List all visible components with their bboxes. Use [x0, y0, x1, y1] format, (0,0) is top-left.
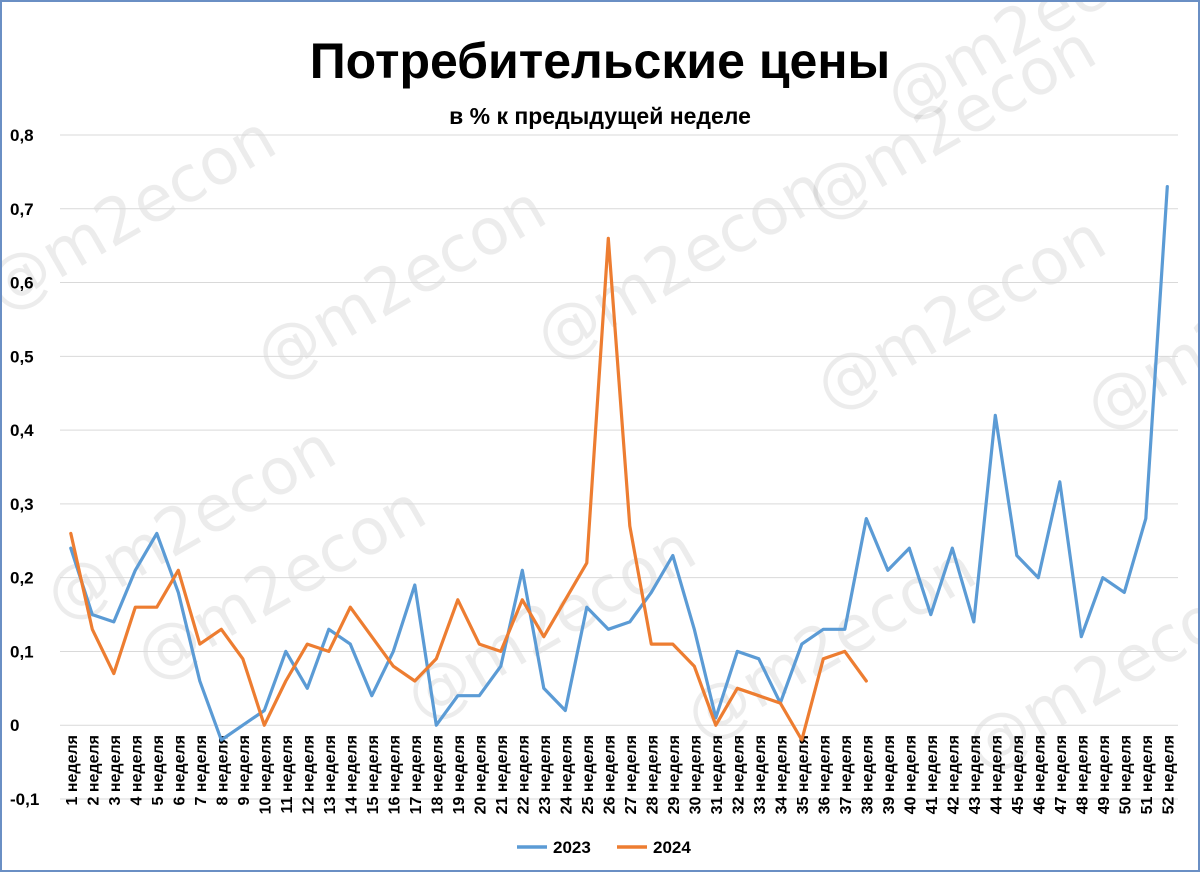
- x-tick-label: 41 неделя: [924, 735, 941, 814]
- x-tick-label: 33 неделя: [752, 735, 769, 814]
- x-tick-label: 52 неделя: [1160, 735, 1177, 814]
- x-tick-label: 1 неделя: [64, 735, 81, 805]
- y-tick-label: 0,7: [10, 200, 34, 219]
- series-line-2023: [69, 185, 1169, 742]
- x-tick-label: 21 неделя: [494, 735, 511, 814]
- watermark-text: @m2econ: [523, 151, 838, 376]
- x-tick-label: 20 неделя: [472, 735, 489, 814]
- x-tick-label: 23 неделя: [537, 735, 554, 814]
- x-tick-label: 47 неделя: [1053, 735, 1070, 814]
- x-tick-label: 8 неделя: [214, 735, 231, 805]
- x-tick-label: 49 неделя: [1096, 735, 1113, 814]
- x-tick-label: 3 неделя: [107, 735, 124, 805]
- y-tick-label: 0,1: [10, 642, 34, 661]
- x-axis-ticks: 1 неделя 2 неделя 3 неделя 4 неделя 5 неделя…: [64, 735, 1178, 814]
- x-tick-label: 2 неделя: [85, 735, 102, 805]
- x-tick-label: 31 неделя: [709, 735, 726, 814]
- x-tick-label: 39 неделя: [881, 735, 898, 814]
- y-tick-label: 0,8: [10, 126, 34, 145]
- x-tick-label: 5 неделя: [150, 735, 167, 805]
- x-tick-label: 19 неделя: [451, 735, 468, 814]
- legend-label-2024: 2024: [653, 838, 691, 857]
- x-tick-label: 43 неделя: [967, 735, 984, 814]
- legend: 2023 2024: [517, 838, 691, 857]
- x-tick-label: 45 неделя: [1010, 735, 1027, 814]
- x-tick-label: 40 неделя: [902, 735, 919, 814]
- gridlines: [60, 134, 1178, 800]
- y-tick-label: 0,6: [10, 274, 34, 293]
- x-tick-label: 44 неделя: [988, 735, 1005, 814]
- x-tick-label: 48 неделя: [1074, 735, 1091, 814]
- x-tick-label: 10 неделя: [257, 735, 274, 814]
- watermark-text: @m2econ: [673, 531, 988, 756]
- x-tick-label: 42 неделя: [945, 735, 962, 814]
- x-tick-label: 27 неделя: [623, 735, 640, 814]
- y-tick-label: -0,1: [10, 790, 39, 809]
- x-tick-label: 4 неделя: [128, 735, 145, 805]
- x-tick-label: 12 неделя: [300, 735, 317, 814]
- x-tick-label: 6 неделя: [171, 735, 188, 805]
- x-tick-label: 25 неделя: [580, 735, 597, 814]
- legend-label-2023: 2023: [553, 838, 591, 857]
- chart-title: Потребительские цены: [310, 33, 891, 89]
- x-tick-label: 16 неделя: [386, 735, 403, 814]
- series-lines: [69, 185, 1169, 742]
- x-tick-label: 15 неделя: [365, 735, 382, 814]
- y-tick-label: 0,2: [10, 569, 34, 588]
- x-tick-label: 37 неделя: [838, 735, 855, 814]
- x-tick-label: 22 неделя: [515, 735, 532, 814]
- x-tick-label: 34 неделя: [773, 735, 790, 814]
- x-tick-label: 29 неделя: [666, 735, 683, 814]
- y-tick-label: 0,3: [10, 495, 34, 514]
- x-tick-label: 30 неделя: [687, 735, 704, 814]
- y-tick-label: 0,4: [10, 421, 34, 440]
- x-tick-label: 38 неделя: [859, 735, 876, 814]
- series-line-2024: [69, 236, 868, 742]
- y-tick-label: 0: [10, 716, 19, 735]
- x-tick-label: 50 неделя: [1117, 735, 1134, 814]
- x-tick-label: 32 неделя: [730, 735, 747, 814]
- y-axis-ticks: -0,1 0 0,1 0,2 0,3 0,4 0,5 0,6 0,7 0,8: [10, 126, 39, 809]
- x-tick-label: 28 неделя: [644, 735, 661, 814]
- x-tick-label: 35 неделя: [795, 735, 812, 814]
- x-tick-label: 11 неделя: [279, 735, 296, 813]
- watermark-text: @m2econ: [803, 201, 1118, 426]
- x-tick-label: 7 неделя: [193, 735, 210, 805]
- x-tick-label: 9 неделя: [236, 735, 253, 805]
- x-tick-label: 46 неделя: [1031, 735, 1048, 814]
- x-tick-label: 36 неделя: [816, 735, 833, 814]
- y-tick-label: 0,5: [10, 347, 34, 366]
- x-tick-label: 18 неделя: [429, 735, 446, 814]
- x-tick-label: 51 неделя: [1139, 735, 1156, 814]
- x-tick-label: 17 неделя: [408, 735, 425, 814]
- x-tick-label: 14 неделя: [343, 735, 360, 814]
- x-tick-label: 26 неделя: [601, 735, 618, 814]
- watermark-text: @m2econ: [243, 171, 558, 396]
- x-tick-label: 13 неделя: [322, 735, 339, 814]
- chart-subtitle: в % к предыдущей неделе: [449, 103, 751, 129]
- x-tick-label: 24 неделя: [558, 735, 575, 814]
